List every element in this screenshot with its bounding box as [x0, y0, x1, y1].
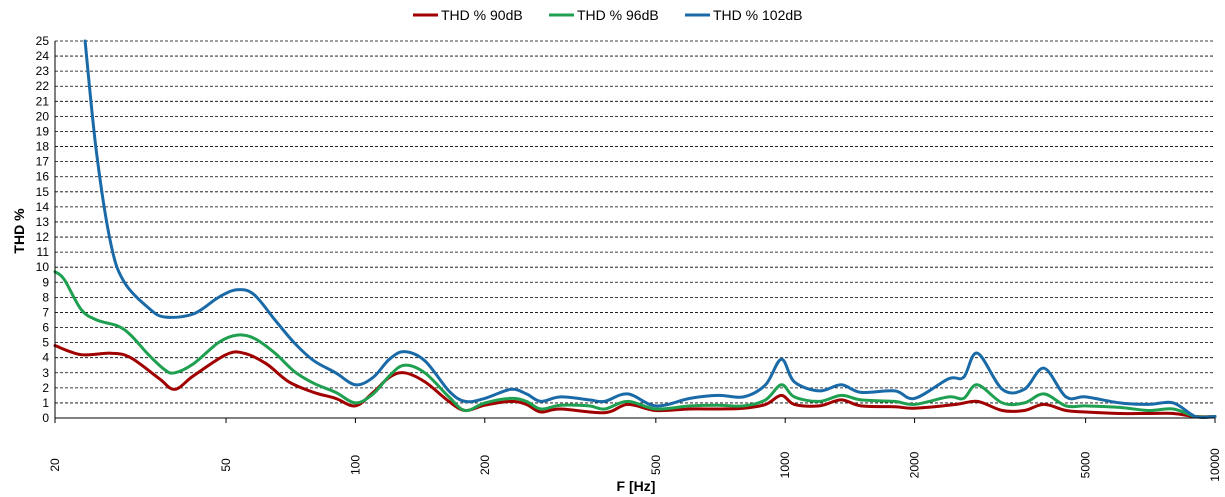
y-tick-label: 24	[36, 49, 50, 63]
x-tick-label: 100	[348, 455, 362, 475]
y-tick-label: 6	[42, 321, 49, 335]
x-tick-label: 2000	[908, 451, 922, 478]
series-layer	[53, 39, 1217, 420]
y-tick-label: 8	[42, 290, 49, 304]
y-tick-label: 21	[36, 94, 50, 108]
y-tick-label: 19	[36, 124, 50, 138]
x-tick-label: 500	[649, 455, 663, 475]
y-tick-label: 0	[42, 411, 49, 425]
y-tick-label: 1	[42, 396, 49, 410]
y-tick-labels: 0123456789101112131415161718192021222324…	[36, 34, 50, 425]
series-thd-96db-line	[53, 270, 1217, 419]
y-tick-label: 13	[36, 215, 50, 229]
legend: THD % 90dB THD % 96dB THD % 102dB	[413, 7, 802, 23]
x-tick-label: 5000	[1079, 451, 1093, 478]
y-tick-label: 25	[36, 34, 50, 48]
y-tick-label: 12	[36, 230, 50, 244]
x-axis-title: F [Hz]	[617, 478, 656, 494]
y-axis-title: THD %	[11, 208, 27, 254]
legend-label: THD % 96dB	[577, 7, 659, 23]
y-tick-label: 23	[36, 64, 50, 78]
y-tick-label: 11	[37, 245, 50, 259]
y-tick-label: 15	[36, 185, 50, 199]
x-tick-label: 1000	[778, 451, 792, 478]
y-tick-label: 16	[36, 170, 50, 184]
axes	[54, 41, 1215, 419]
y-tick-label: 20	[36, 109, 50, 123]
series-thd-102db-line	[83, 39, 1217, 420]
y-tick-label: 9	[42, 275, 49, 289]
y-tick-label: 7	[42, 305, 49, 319]
y-tick-label: 4	[42, 351, 49, 365]
x-ticks: 20 50 100 200 500 1000 2000 5000 10000	[48, 418, 1222, 482]
x-tick-label: 20	[48, 458, 62, 472]
legend-label: THD % 90dB	[441, 7, 523, 23]
y-tick-label: 14	[36, 200, 50, 214]
legend-label: THD % 102dB	[713, 7, 802, 23]
series-thd-90db-line	[53, 344, 1217, 419]
y-tick-label: 18	[36, 140, 50, 154]
x-tick-label: 200	[478, 455, 492, 475]
x-tick-label: 10000	[1208, 448, 1222, 482]
grid-lines	[55, 40, 1215, 404]
y-tick-label: 10	[36, 260, 50, 274]
y-tick-label: 2	[42, 381, 49, 395]
x-tick-label: 50	[219, 458, 233, 472]
y-tick-label: 17	[36, 155, 50, 169]
y-tick-label: 22	[36, 79, 50, 93]
y-tick-label: 5	[42, 336, 49, 350]
y-tick-label: 3	[42, 366, 49, 380]
